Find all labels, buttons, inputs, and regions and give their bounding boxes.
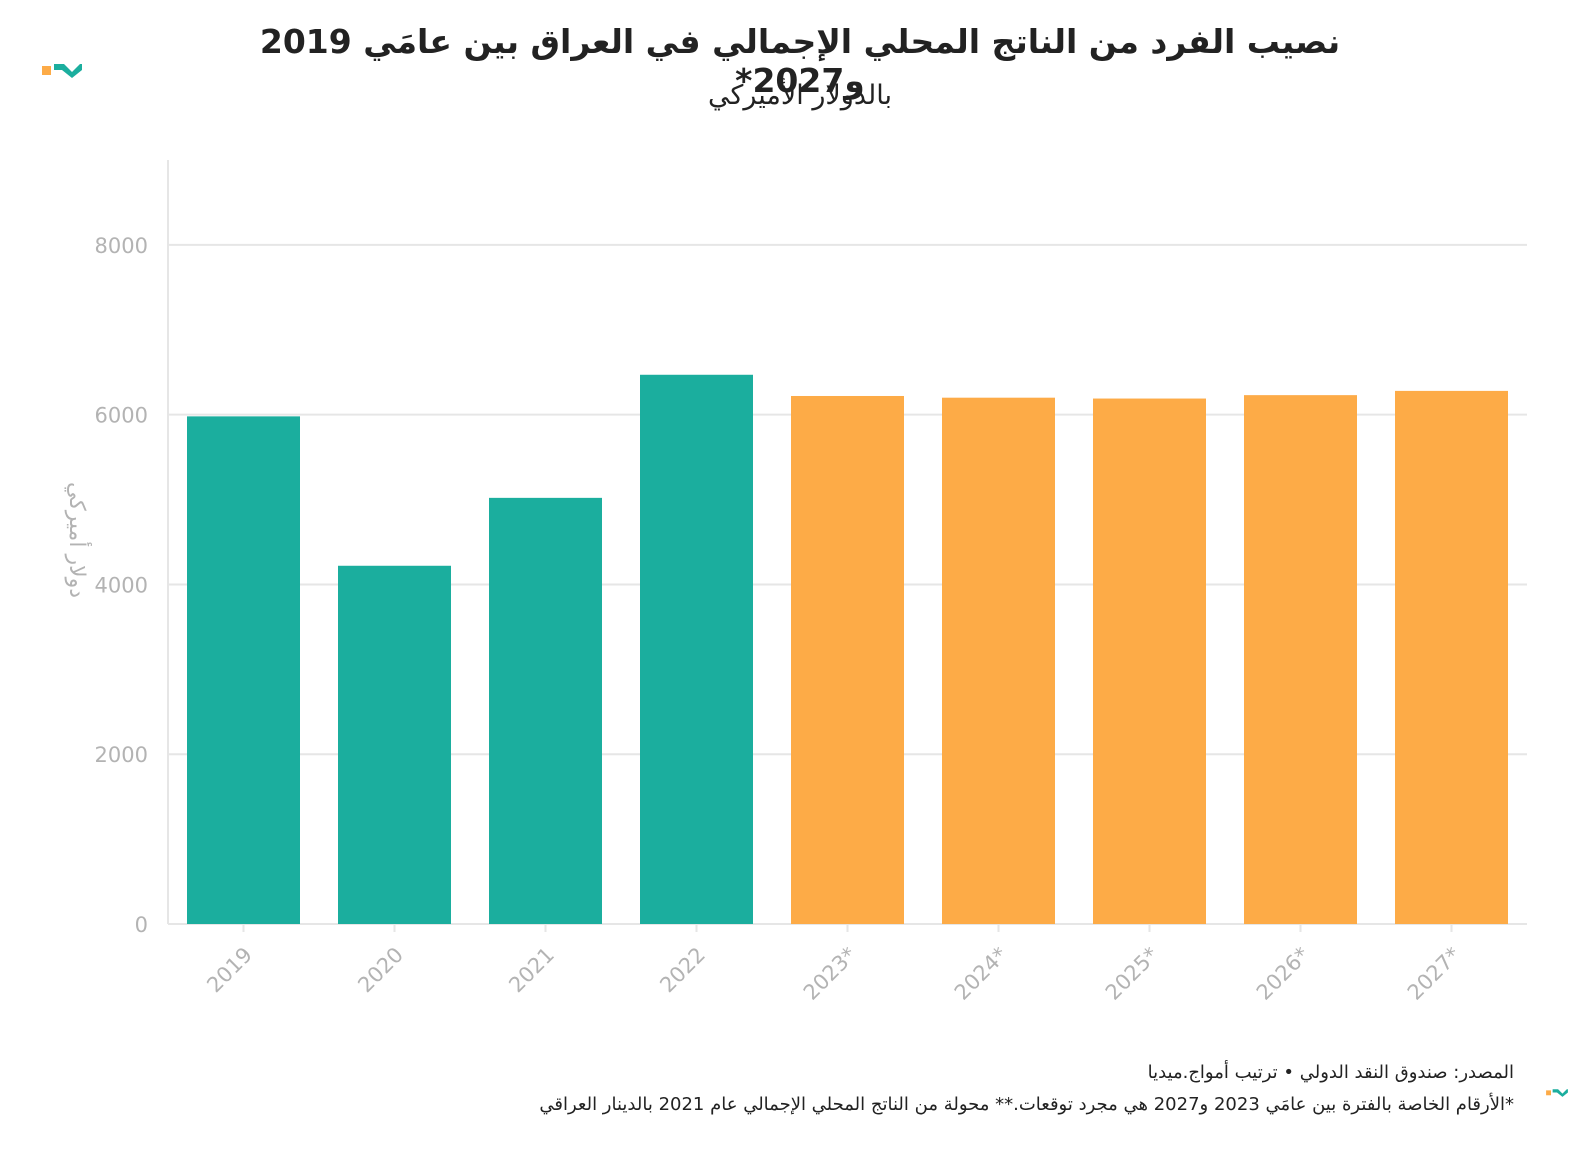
- bar-chart: 0 2000 4000 6000 8000 دولار أميركي 2019 2020 202…: [64, 160, 1527, 1005]
- x-tick-label: 2026*: [1252, 943, 1314, 1005]
- y-axis-title: دولار أميركي: [64, 482, 92, 598]
- bar-2025-forecast: [1093, 398, 1206, 924]
- x-tick-label: 2024*: [950, 943, 1012, 1005]
- chart-title: نصيب الفرد من الناتج المحلي الإجمالي في …: [259, 22, 1341, 100]
- x-tick-label: 2027*: [1403, 943, 1465, 1005]
- y-tick-label: 6000: [95, 404, 148, 428]
- x-tick-label: 2022: [655, 943, 710, 998]
- chart-subtitle: بالدولار الأميركي: [708, 80, 892, 111]
- brand-logo-small-icon: [1546, 1089, 1568, 1097]
- bar-2024-forecast: [942, 397, 1055, 924]
- y-tick-label: 8000: [95, 234, 148, 258]
- source-note: المصدر: صندوق النقد الدولي • ترتيب أمواج…: [1147, 1062, 1514, 1083]
- bar-2023-forecast: [791, 395, 904, 925]
- bar-2020: [338, 565, 451, 924]
- y-tick-label: 4000: [95, 573, 148, 597]
- x-tick-label: 2023*: [799, 943, 861, 1005]
- bar-2021: [489, 497, 602, 924]
- x-tick-label: 2020: [353, 943, 408, 998]
- brand-logo-icon: [42, 64, 82, 78]
- x-tick-label: 2019: [202, 943, 257, 998]
- y-tick-label: 2000: [95, 743, 148, 767]
- bar-2022: [640, 374, 753, 924]
- bar-2019: [187, 416, 300, 924]
- x-tick-label: 2025*: [1101, 943, 1163, 1005]
- bar-2026-forecast: [1244, 395, 1357, 924]
- bar-2027-forecast: [1395, 390, 1508, 924]
- forecast-footnote: *الأرقام الخاصة بالفترة بين عامَي 2023 و…: [539, 1094, 1514, 1115]
- y-tick-label: 0: [135, 913, 148, 937]
- x-tick-label: 2021: [504, 943, 559, 998]
